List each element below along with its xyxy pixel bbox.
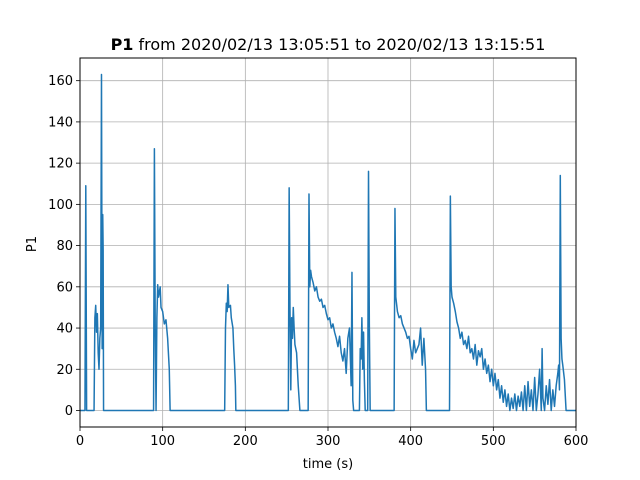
series-layer: [80, 73, 576, 412]
y-tick-label: 60: [56, 280, 73, 295]
x-tick-label: 600: [564, 434, 589, 449]
x-tick-label: 0: [76, 434, 84, 449]
y-tick-label: 20: [56, 363, 73, 378]
x-tick-label: 500: [481, 434, 506, 449]
y-tick-label: 80: [56, 239, 73, 254]
ticks: 0 100 200 300 400 500 600 0 20 40 60 80 100 120 140 160: [48, 74, 588, 449]
x-axis-label: time (s): [303, 457, 353, 472]
y-tick-label: 140: [48, 115, 73, 130]
grid: [79, 58, 577, 427]
x-tick-label: 300: [316, 434, 341, 449]
chart-title-rest: from 2020/02/13 13:05:51 to 2020/02/13 1…: [139, 35, 546, 54]
x-tick-label: 200: [233, 434, 258, 449]
chart-title: P1 from 2020/02/13 13:05:51 to 2020/02/1…: [111, 35, 546, 54]
y-tick-label: 160: [48, 74, 73, 89]
x-tick-label: 400: [398, 434, 423, 449]
y-tick-label: 120: [48, 157, 73, 172]
x-tick-label: 100: [150, 434, 175, 449]
y-tick-label: 40: [56, 322, 73, 337]
y-tick-label: 0: [65, 404, 73, 419]
series-line: [80, 73, 576, 412]
y-tick-label: 100: [48, 198, 73, 213]
y-axis-label: P1: [25, 236, 40, 252]
chart-title-bold: P1: [111, 35, 134, 54]
